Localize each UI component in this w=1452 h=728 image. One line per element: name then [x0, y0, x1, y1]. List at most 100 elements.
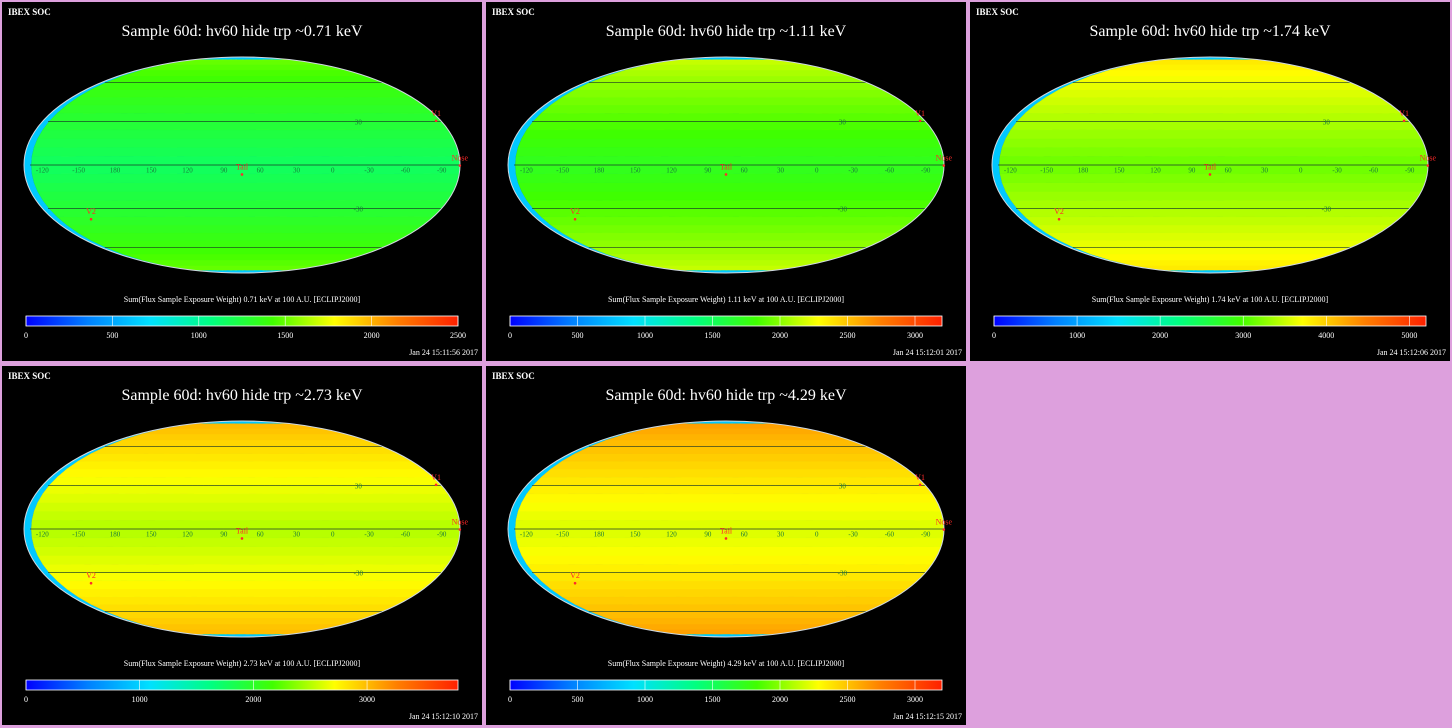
longitude-label: 90 [704, 166, 712, 174]
sky-pixel [90, 82, 399, 90]
sky-map-chart: 60 30 0 -30 -60 -90-120 -150 180 150 120 9030-30V1… [991, 56, 1436, 340]
sky-pixel [42, 121, 449, 131]
marker-v2-label: V2 [86, 207, 96, 216]
longitude-label: 0 [331, 166, 335, 174]
longitude-label: 180 [594, 166, 605, 174]
sky-pixel [521, 191, 938, 201]
ibex-soc-label: IBEX SOC [8, 7, 51, 17]
longitude-label: 150 [630, 166, 641, 174]
sky-pixel [625, 259, 830, 266]
sky-pixel [521, 129, 938, 139]
colorbar-title: Sum(Flux Sample Exposure Weight) 1.11 ke… [607, 295, 845, 304]
longitude-label: -150 [72, 166, 85, 174]
sky-pixel [77, 232, 413, 241]
colorbar [509, 315, 943, 327]
colorbar-tick-label: 1000 [637, 331, 653, 340]
marker-tail-dot [240, 173, 244, 176]
colorbar-tick-label: 0 [508, 331, 512, 340]
sky-pixel [48, 112, 442, 122]
colorbar-tick-label: 0 [24, 331, 28, 340]
sky-pixel [105, 247, 384, 255]
sky-pixel-group [31, 59, 460, 271]
sky-pixel [77, 89, 413, 98]
marker-v1-label: V1 [431, 109, 441, 118]
sky-pixel [33, 182, 458, 192]
sky-map-panel-0-71kev: IBEX SOC Sample 60d: hv60 hide trp ~0.71… [2, 2, 482, 361]
sky-pixel [625, 64, 830, 71]
marker-nose-dot [942, 164, 946, 167]
sky-pixel [589, 247, 868, 255]
sky-pixel [526, 199, 933, 209]
longitude-label: -30 [364, 166, 374, 174]
longitude-label: -120 [520, 166, 533, 174]
sky-pixel [574, 240, 883, 248]
sky-pixel [31, 173, 460, 183]
sky-pixel [105, 75, 384, 83]
panel-title: Sample 60d: hv60 hide trp ~0.71 keV [121, 23, 363, 40]
sky-pixel [532, 112, 926, 122]
marker-tail-label: Tail [720, 162, 733, 171]
marker-v1-dot [918, 119, 922, 123]
sky-map-panel-1-11kev: IBEX SOC Sample 60d: hv60 hide trp ~1.11… [486, 2, 966, 361]
colorbar-tick-label: 1500 [705, 331, 721, 340]
latitude-label: -30 [354, 206, 364, 214]
colorbar-tick-label: 2000 [772, 331, 788, 340]
sky-pixel [561, 232, 897, 241]
colorbar-tick-label: 1500 [277, 331, 293, 340]
sky-map-chart: 60 30 0 -30 -60 -90-120 -150 180 150 120 9030-30V1… [23, 56, 469, 340]
longitude-label: 0 [815, 166, 819, 174]
colorbar-tick-label: 2500 [450, 331, 466, 340]
longitude-label: -60 [885, 166, 895, 174]
longitude-label: 30 [777, 166, 785, 174]
marker-nose-dot [458, 164, 462, 167]
longitude-label: 30 [293, 166, 301, 174]
sky-pixel [37, 129, 454, 139]
sky-pixel [574, 82, 883, 90]
longitude-label: 150 [146, 166, 157, 174]
sky-pixel [517, 138, 942, 148]
sky-pixel [561, 89, 897, 98]
longitude-label: -150 [556, 166, 569, 174]
sky-pixel [517, 182, 942, 192]
longitude-label: 120 [666, 166, 677, 174]
sky-pixel [515, 173, 944, 183]
sky-pixel [606, 69, 850, 77]
marker-v2-dot [573, 217, 577, 221]
latitude-label: 30 [355, 118, 363, 126]
sky-pixel [90, 240, 399, 248]
colorbar-tick-label: 3000 [907, 331, 923, 340]
longitude-label: -90 [921, 166, 931, 174]
sky-pixel [606, 253, 850, 261]
sky-pixel [532, 208, 926, 218]
sky-pixel [526, 121, 933, 131]
sky-pixel [48, 208, 442, 218]
longitude-label: 60 [741, 166, 749, 174]
sky-map-panel-1-74kev: IBEX SOC Sample 60d: hv60 hide trp ~1.74… [970, 2, 1450, 361]
longitude-label: -30 [848, 166, 858, 174]
colorbar-tick-label: 2500 [840, 331, 856, 340]
longitude-label: 60 [257, 166, 265, 174]
longitude-label: 90 [220, 166, 228, 174]
colorbar-tick-label: 1000 [191, 331, 207, 340]
timestamp: Jan 24 15:12:01 2017 [892, 348, 962, 357]
colorbar-tick-label: 2000 [364, 331, 380, 340]
colorbar-tick-label: 500 [106, 331, 118, 340]
sky-pixel [589, 75, 868, 83]
marker-nose-label: Nose [936, 154, 953, 163]
latitude-label: -30 [838, 206, 848, 214]
colorbar-title: Sum(Flux Sample Exposure Weight) 0.71 ke… [123, 295, 361, 304]
colorbar [25, 315, 459, 327]
sky-pixel [56, 104, 434, 114]
sky-pixel [141, 259, 346, 266]
marker-nose-label: Nose [452, 154, 469, 163]
sky-pixel [37, 191, 454, 201]
sky-pixel [141, 64, 346, 71]
sky-pixel [122, 253, 366, 261]
longitude-label: -60 [401, 166, 411, 174]
sky-pixel [66, 224, 424, 234]
sky-pixel [31, 147, 460, 157]
marker-v2-label: V2 [570, 207, 580, 216]
sky-pixel [42, 199, 449, 209]
longitude-label: -90 [437, 166, 447, 174]
marker-tail-dot [724, 173, 728, 176]
